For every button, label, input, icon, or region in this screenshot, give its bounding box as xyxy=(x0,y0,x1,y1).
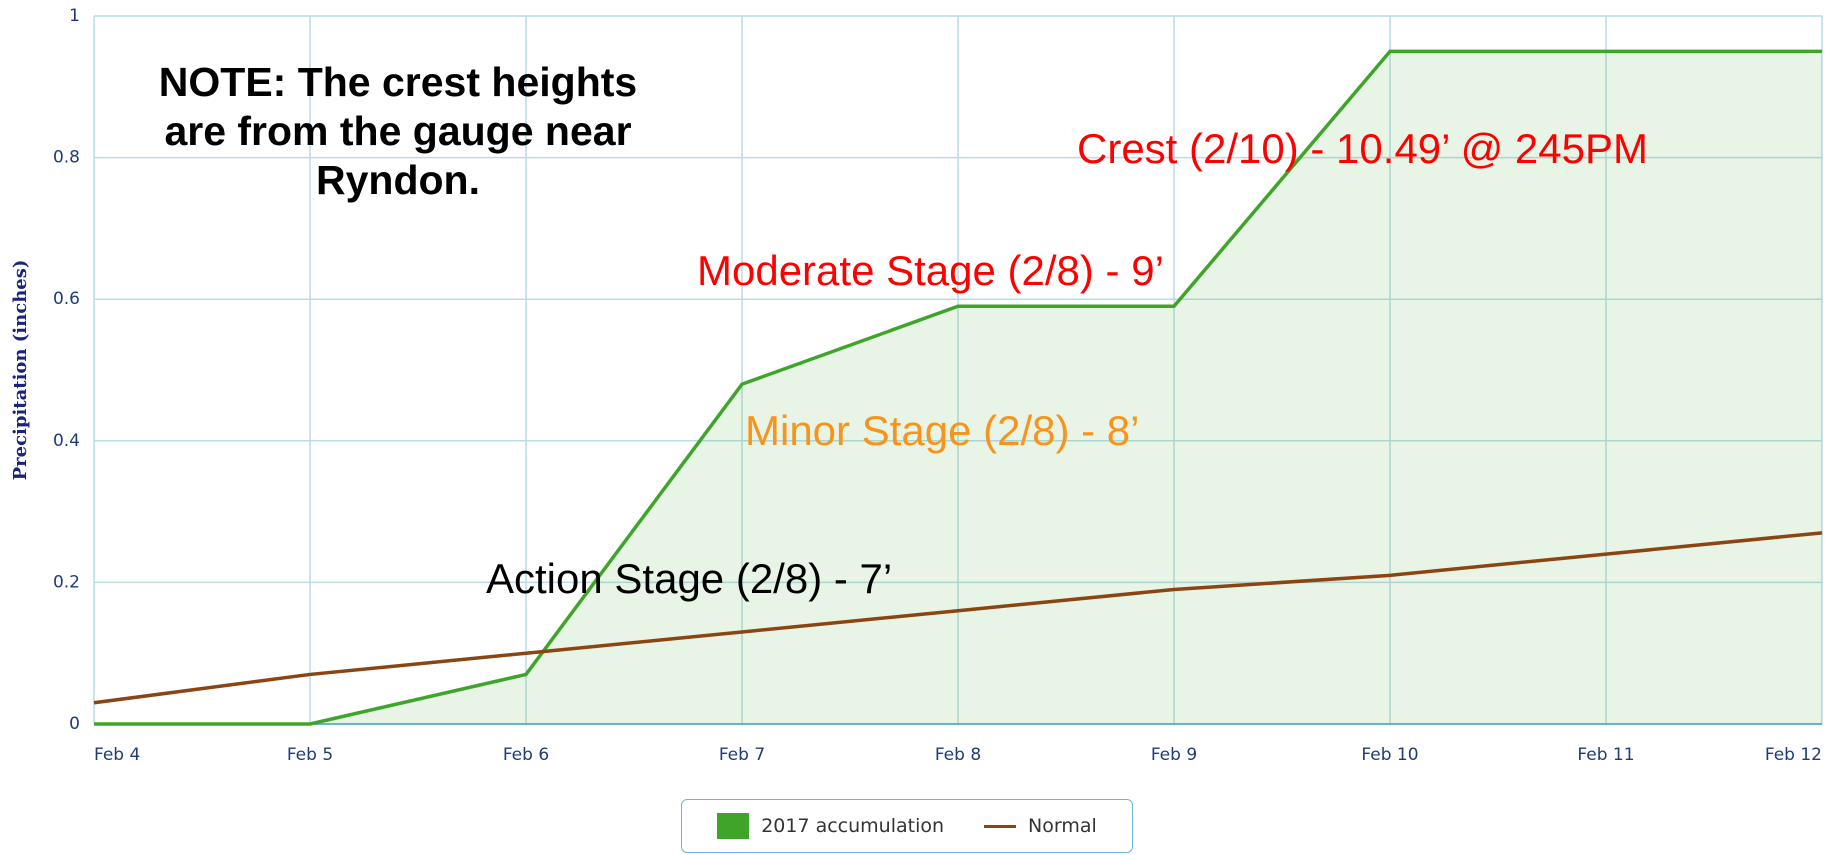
y-tick-label: 0.6 xyxy=(53,289,80,309)
x-tick-label: Feb 6 xyxy=(503,745,549,765)
x-tick-label: Feb 4 xyxy=(94,745,140,765)
legend-item: 2017 accumulation xyxy=(717,813,944,839)
y-tick-label: 0 xyxy=(69,714,80,734)
x-tick-label: Feb 8 xyxy=(935,745,981,765)
annotation: Crest (2/10) - 10.49’ @ 245PM xyxy=(1077,125,1648,172)
x-tick-label: Feb 7 xyxy=(719,745,765,765)
y-tick-label: 0.8 xyxy=(53,148,80,168)
annotation: Action Stage (2/8) - 7’ xyxy=(486,555,893,602)
line xyxy=(93,531,1823,705)
y-tick-label: 0.2 xyxy=(53,572,80,592)
area xyxy=(94,51,1822,724)
legend-label: 2017 accumulation xyxy=(761,815,945,837)
x-tick-label: Feb 12 xyxy=(1765,745,1822,765)
annotation: Moderate Stage (2/8) - 9’ xyxy=(697,247,1164,294)
line xyxy=(94,49,1822,726)
x-tick-label: Feb 9 xyxy=(1151,745,1197,765)
x-tick-label: Feb 10 xyxy=(1361,745,1418,765)
annotation: NOTE: The crest heights are from the gau… xyxy=(158,59,638,204)
annotation: Minor Stage (2/8) - 8’ xyxy=(745,407,1140,454)
x-tick-label: Feb 11 xyxy=(1577,745,1634,765)
legend-swatch xyxy=(717,813,750,839)
y-tick-label: 0.4 xyxy=(53,431,80,451)
legend-label: Normal xyxy=(1028,815,1097,837)
legend: 2017 accumulation Normal xyxy=(681,799,1133,853)
x-tick-label: Feb 5 xyxy=(287,745,333,765)
y-tick-label: 1 xyxy=(69,6,80,26)
y-axis-label: Precipitation (inches) xyxy=(10,260,31,481)
legend-item: Normal xyxy=(984,815,1097,837)
legend-line xyxy=(984,824,1017,828)
